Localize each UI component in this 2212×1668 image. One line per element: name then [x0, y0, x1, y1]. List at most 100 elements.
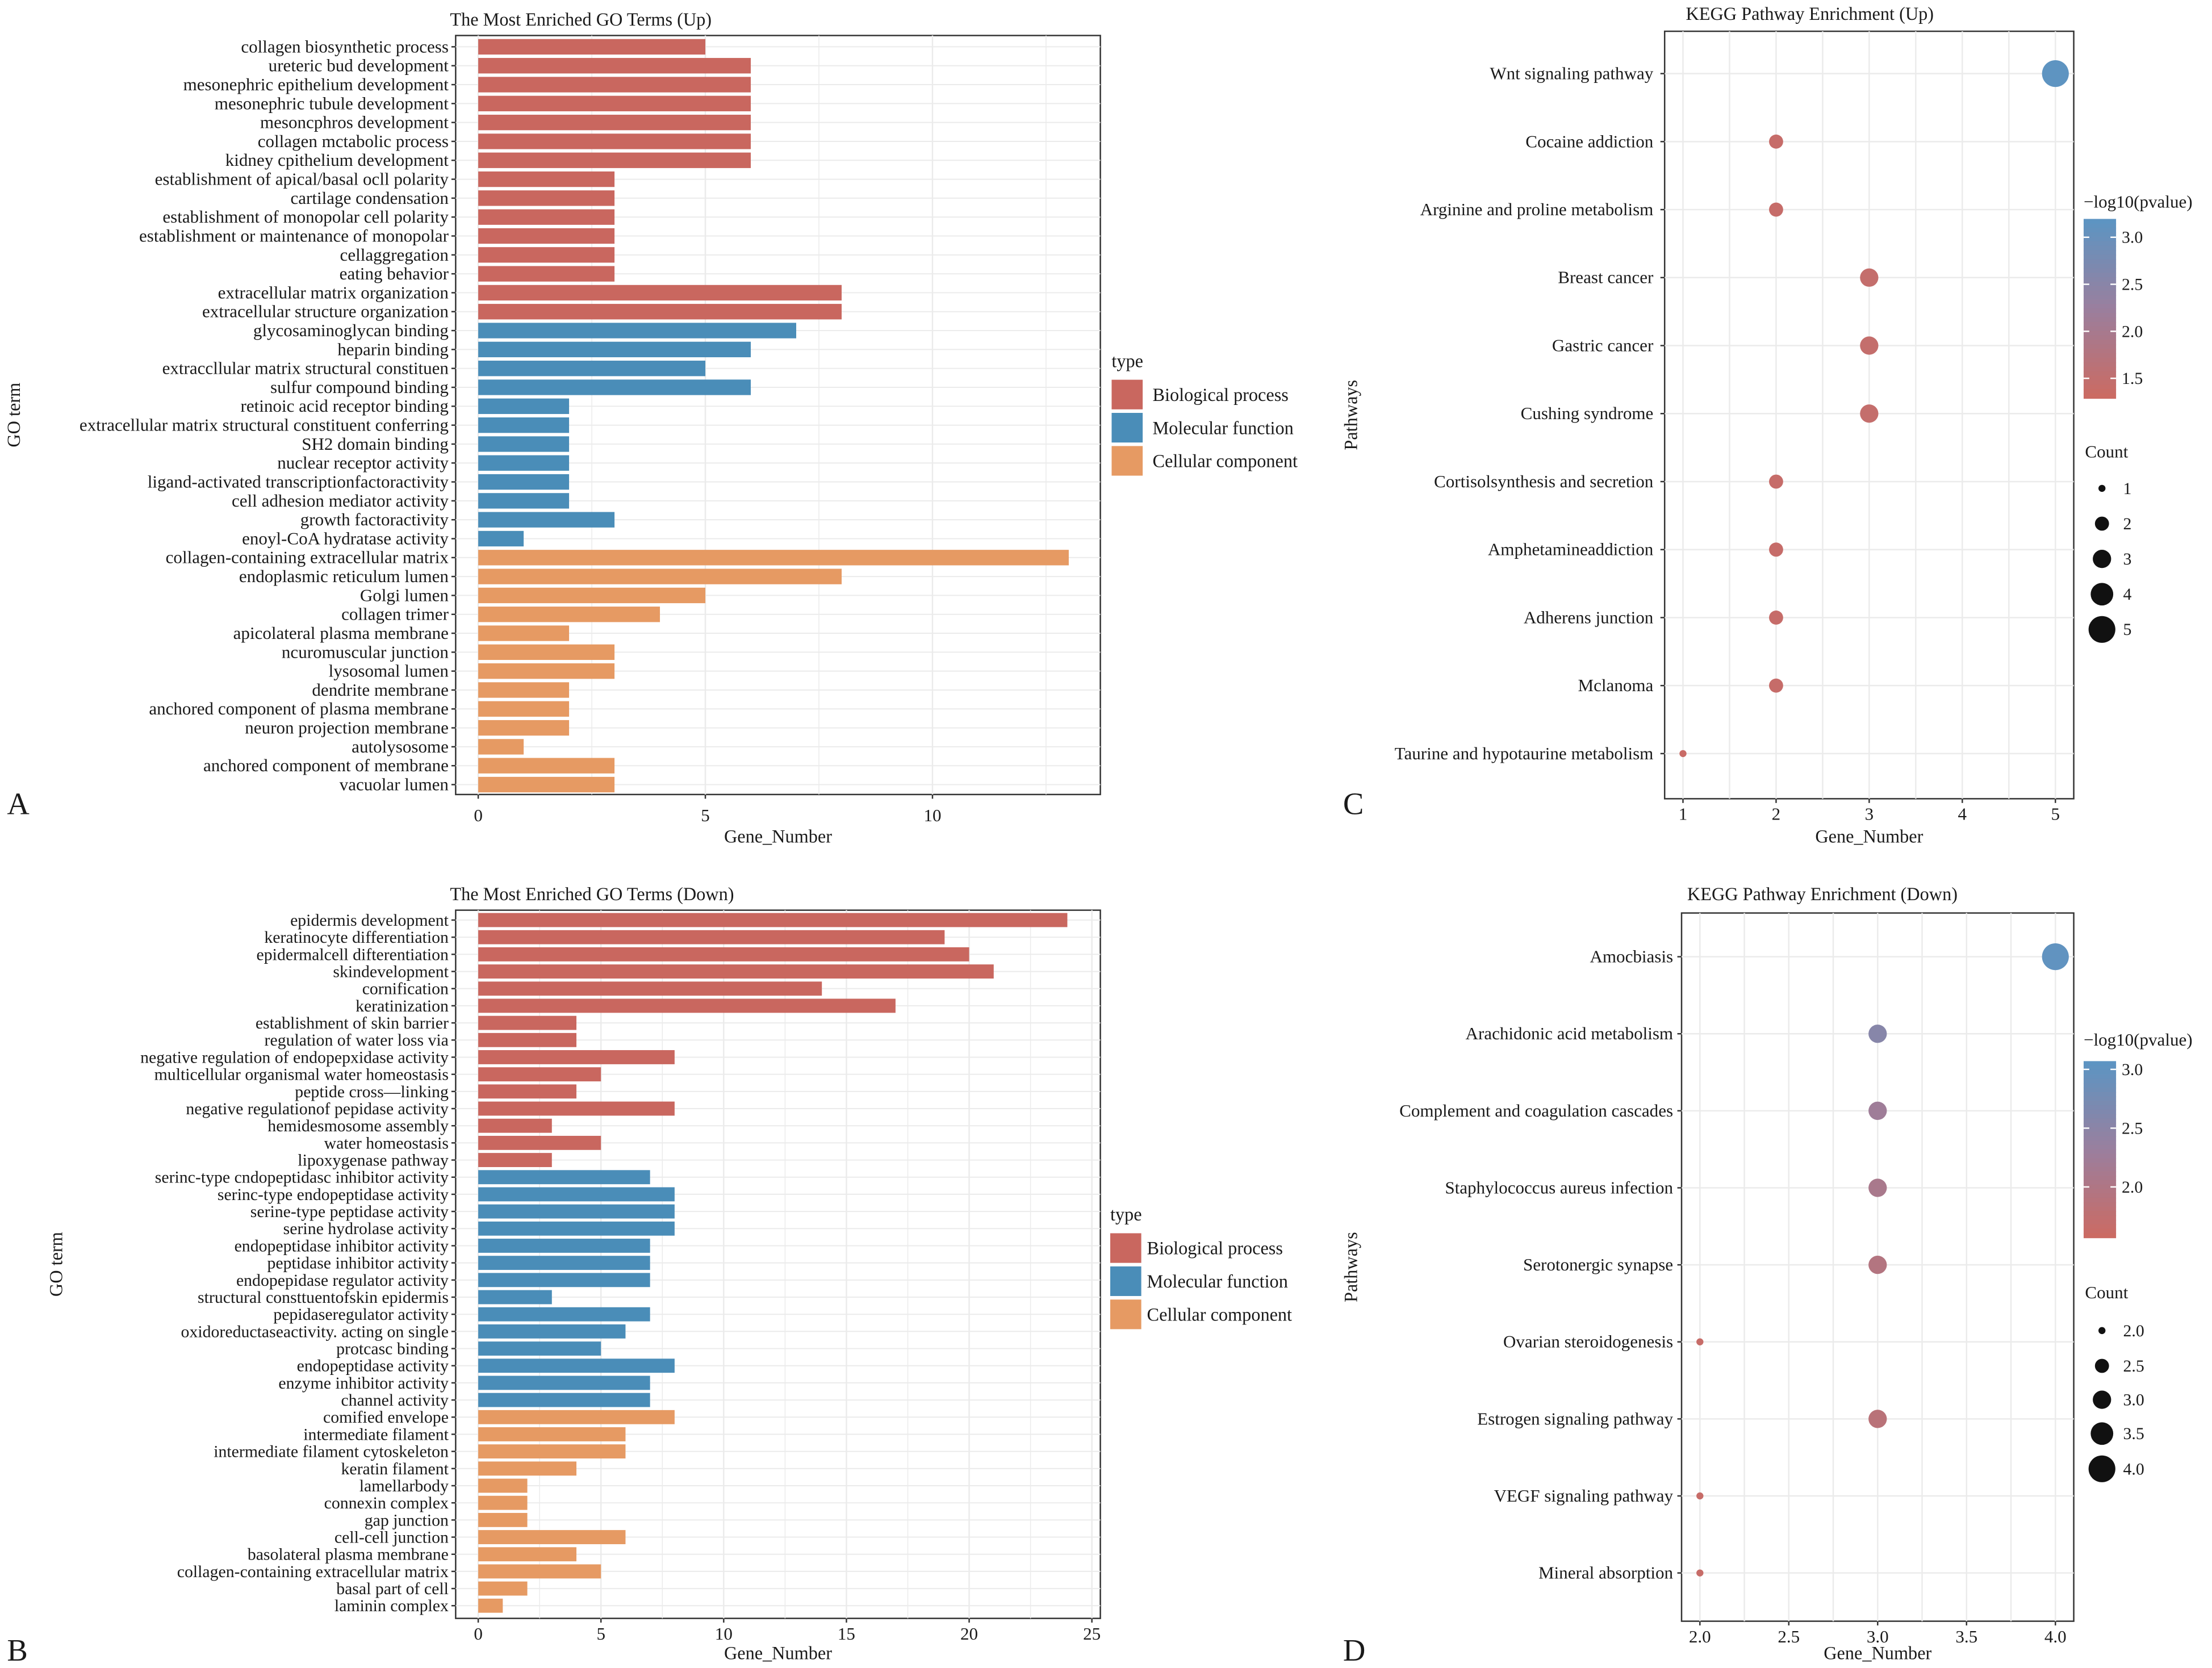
x-tick-label: 5 — [596, 1624, 605, 1644]
y-tick-label: glycosaminoglycan binding — [253, 320, 449, 340]
y-tick-label: apicolateral plasma membrane — [233, 623, 449, 643]
size-legend-dot — [2094, 1358, 2109, 1373]
bar — [478, 1170, 650, 1185]
y-tick-label: enzyme inhibitor activity — [278, 1374, 449, 1393]
bar — [478, 1530, 626, 1544]
colorbar-segment — [2083, 1176, 2117, 1181]
x-tick-label: 20 — [960, 1624, 978, 1644]
bar — [478, 947, 969, 961]
y-tick-label: lysosomal lumen — [329, 661, 449, 681]
dot-chart-kegg-up: Wnt signaling pathway Cocaine addiction Ar… — [1341, 3, 2193, 846]
colorbar-tick-label: 1.5 — [2122, 369, 2143, 388]
x-axis-label: Gene_Number — [1824, 1643, 1931, 1663]
size-legend-label: 3.0 — [2123, 1391, 2144, 1410]
y-tick-label: VEGF signaling pathway — [1494, 1486, 1673, 1506]
bar — [478, 341, 751, 358]
y-tick-label: hemidesmosome assembly — [267, 1117, 449, 1135]
legend-swatch — [1111, 379, 1143, 409]
colorbar-segment — [2083, 1224, 2117, 1230]
y-tick-label: extraccllular matrix structural constitu… — [162, 358, 449, 378]
y-tick-label: Amocbiasis — [1590, 947, 1673, 967]
color-legend: −log10(pvalue) 3.0 2.5 2.0 1.5 — [2083, 192, 2193, 399]
y-tick-label: water homeostasis — [324, 1134, 449, 1152]
colorbar-segment — [2083, 1206, 2117, 1212]
size-legend-dot — [2098, 484, 2106, 492]
colorbar-segment — [2083, 1171, 2117, 1177]
color-legend: −log10(pvalue) 3.0 2.5 2.0 — [2083, 1030, 2193, 1239]
bar — [478, 171, 615, 187]
colorbar-segment — [2083, 380, 2117, 386]
y-tick-label: autolysosome — [352, 737, 449, 756]
y-tick-label: cellaggregation — [340, 245, 449, 265]
bar — [478, 1221, 675, 1236]
bar — [478, 1410, 675, 1424]
size-legend-dot — [2090, 1422, 2114, 1445]
y-tick-label: retinoic acid receptor binding — [241, 396, 449, 416]
y-tick-label: Cortisolsynthesis and secretion — [1434, 471, 1654, 491]
y-tick-label: neuron projection membrane — [245, 718, 449, 738]
bar — [478, 739, 524, 755]
bar — [478, 720, 570, 736]
size-legend-label: 1 — [2123, 479, 2132, 498]
y-tick-label: establishment of apical/basal ocll polar… — [155, 169, 449, 189]
bar — [478, 607, 660, 622]
color-legend-title: −log10(pvalue) — [2084, 192, 2193, 212]
bar — [478, 417, 570, 433]
bar — [478, 1118, 552, 1133]
x-tick-label: 5 — [701, 805, 710, 825]
y-tick-label: serine-type peptidase activity — [250, 1202, 449, 1221]
bar — [478, 1461, 576, 1476]
plot-panel — [455, 35, 1101, 796]
y-tick-label: establishment of monopolar cell polarity — [162, 207, 449, 227]
size-legend-dot — [2088, 1455, 2115, 1482]
size-legend-dot — [2090, 583, 2114, 606]
y-tick-label: ureteric bud development — [269, 56, 449, 76]
y-tick-label: extracellular matrix structural constitu… — [80, 415, 449, 435]
x-tick-label: 1 — [1679, 804, 1688, 824]
bar — [478, 758, 615, 774]
size-legend: Count 1 2 3 4 5 — [2085, 441, 2132, 643]
colorbar-tick-label: 2.5 — [2122, 275, 2143, 294]
bar — [478, 1239, 650, 1253]
size-legend-label: 2.0 — [2123, 1322, 2144, 1340]
bar — [478, 304, 842, 320]
colorbar-segment — [2083, 321, 2117, 327]
x-tick-label: 0 — [474, 1624, 483, 1644]
bar — [478, 1358, 675, 1373]
colorbar-segment — [2083, 1065, 2117, 1071]
x-tick-label: 25 — [1083, 1624, 1101, 1644]
y-tick-label: channel activity — [341, 1391, 449, 1410]
bar — [478, 1084, 576, 1099]
legend-title: type — [1110, 1204, 1142, 1224]
bar — [478, 1050, 675, 1064]
y-tick-label: connexin complex — [324, 1494, 449, 1512]
legend-swatch — [1110, 1299, 1141, 1330]
data-point — [1868, 1178, 1887, 1197]
y-tick-label: Mineral absorption — [1538, 1563, 1674, 1583]
size-legend-dot — [2098, 1327, 2106, 1335]
colorbar-segment — [2083, 304, 2117, 310]
y-tick-label: Breast cancer — [1558, 267, 1654, 287]
bar — [478, 209, 615, 225]
legend: type Biological process Molecular function… — [1111, 350, 1298, 476]
x-tick-label: 3.0 — [1867, 1627, 1889, 1646]
colorbar-segment — [2083, 1092, 2117, 1097]
bar — [478, 1341, 601, 1356]
bar — [478, 152, 751, 168]
legend-swatch — [1110, 1233, 1141, 1263]
bar — [478, 266, 615, 282]
chart-title: KEGG Pathway Enrichment (Down) — [1687, 884, 1958, 904]
y-tick-label: endopeptidase activity — [297, 1357, 449, 1376]
y-tick-label: negative regulationof pepidase activity — [186, 1100, 449, 1118]
data-point — [1769, 611, 1783, 625]
y-axis-label: GO term — [45, 1232, 66, 1297]
size-legend-label: 3.5 — [2123, 1424, 2144, 1443]
y-tick-label: serinc-type endopeptidase activity — [218, 1185, 449, 1204]
colorbar-segment — [2083, 232, 2117, 238]
colorbar-segment — [2083, 1149, 2117, 1155]
colorbar-segment — [2083, 223, 2117, 229]
legend-label: Cellular component — [1147, 1304, 1293, 1324]
y-tick-label: keratinization — [356, 997, 449, 1015]
y-tick-label: Estrogen signaling pathway — [1477, 1408, 1673, 1428]
y-tick-label: heparin binding — [337, 339, 449, 359]
